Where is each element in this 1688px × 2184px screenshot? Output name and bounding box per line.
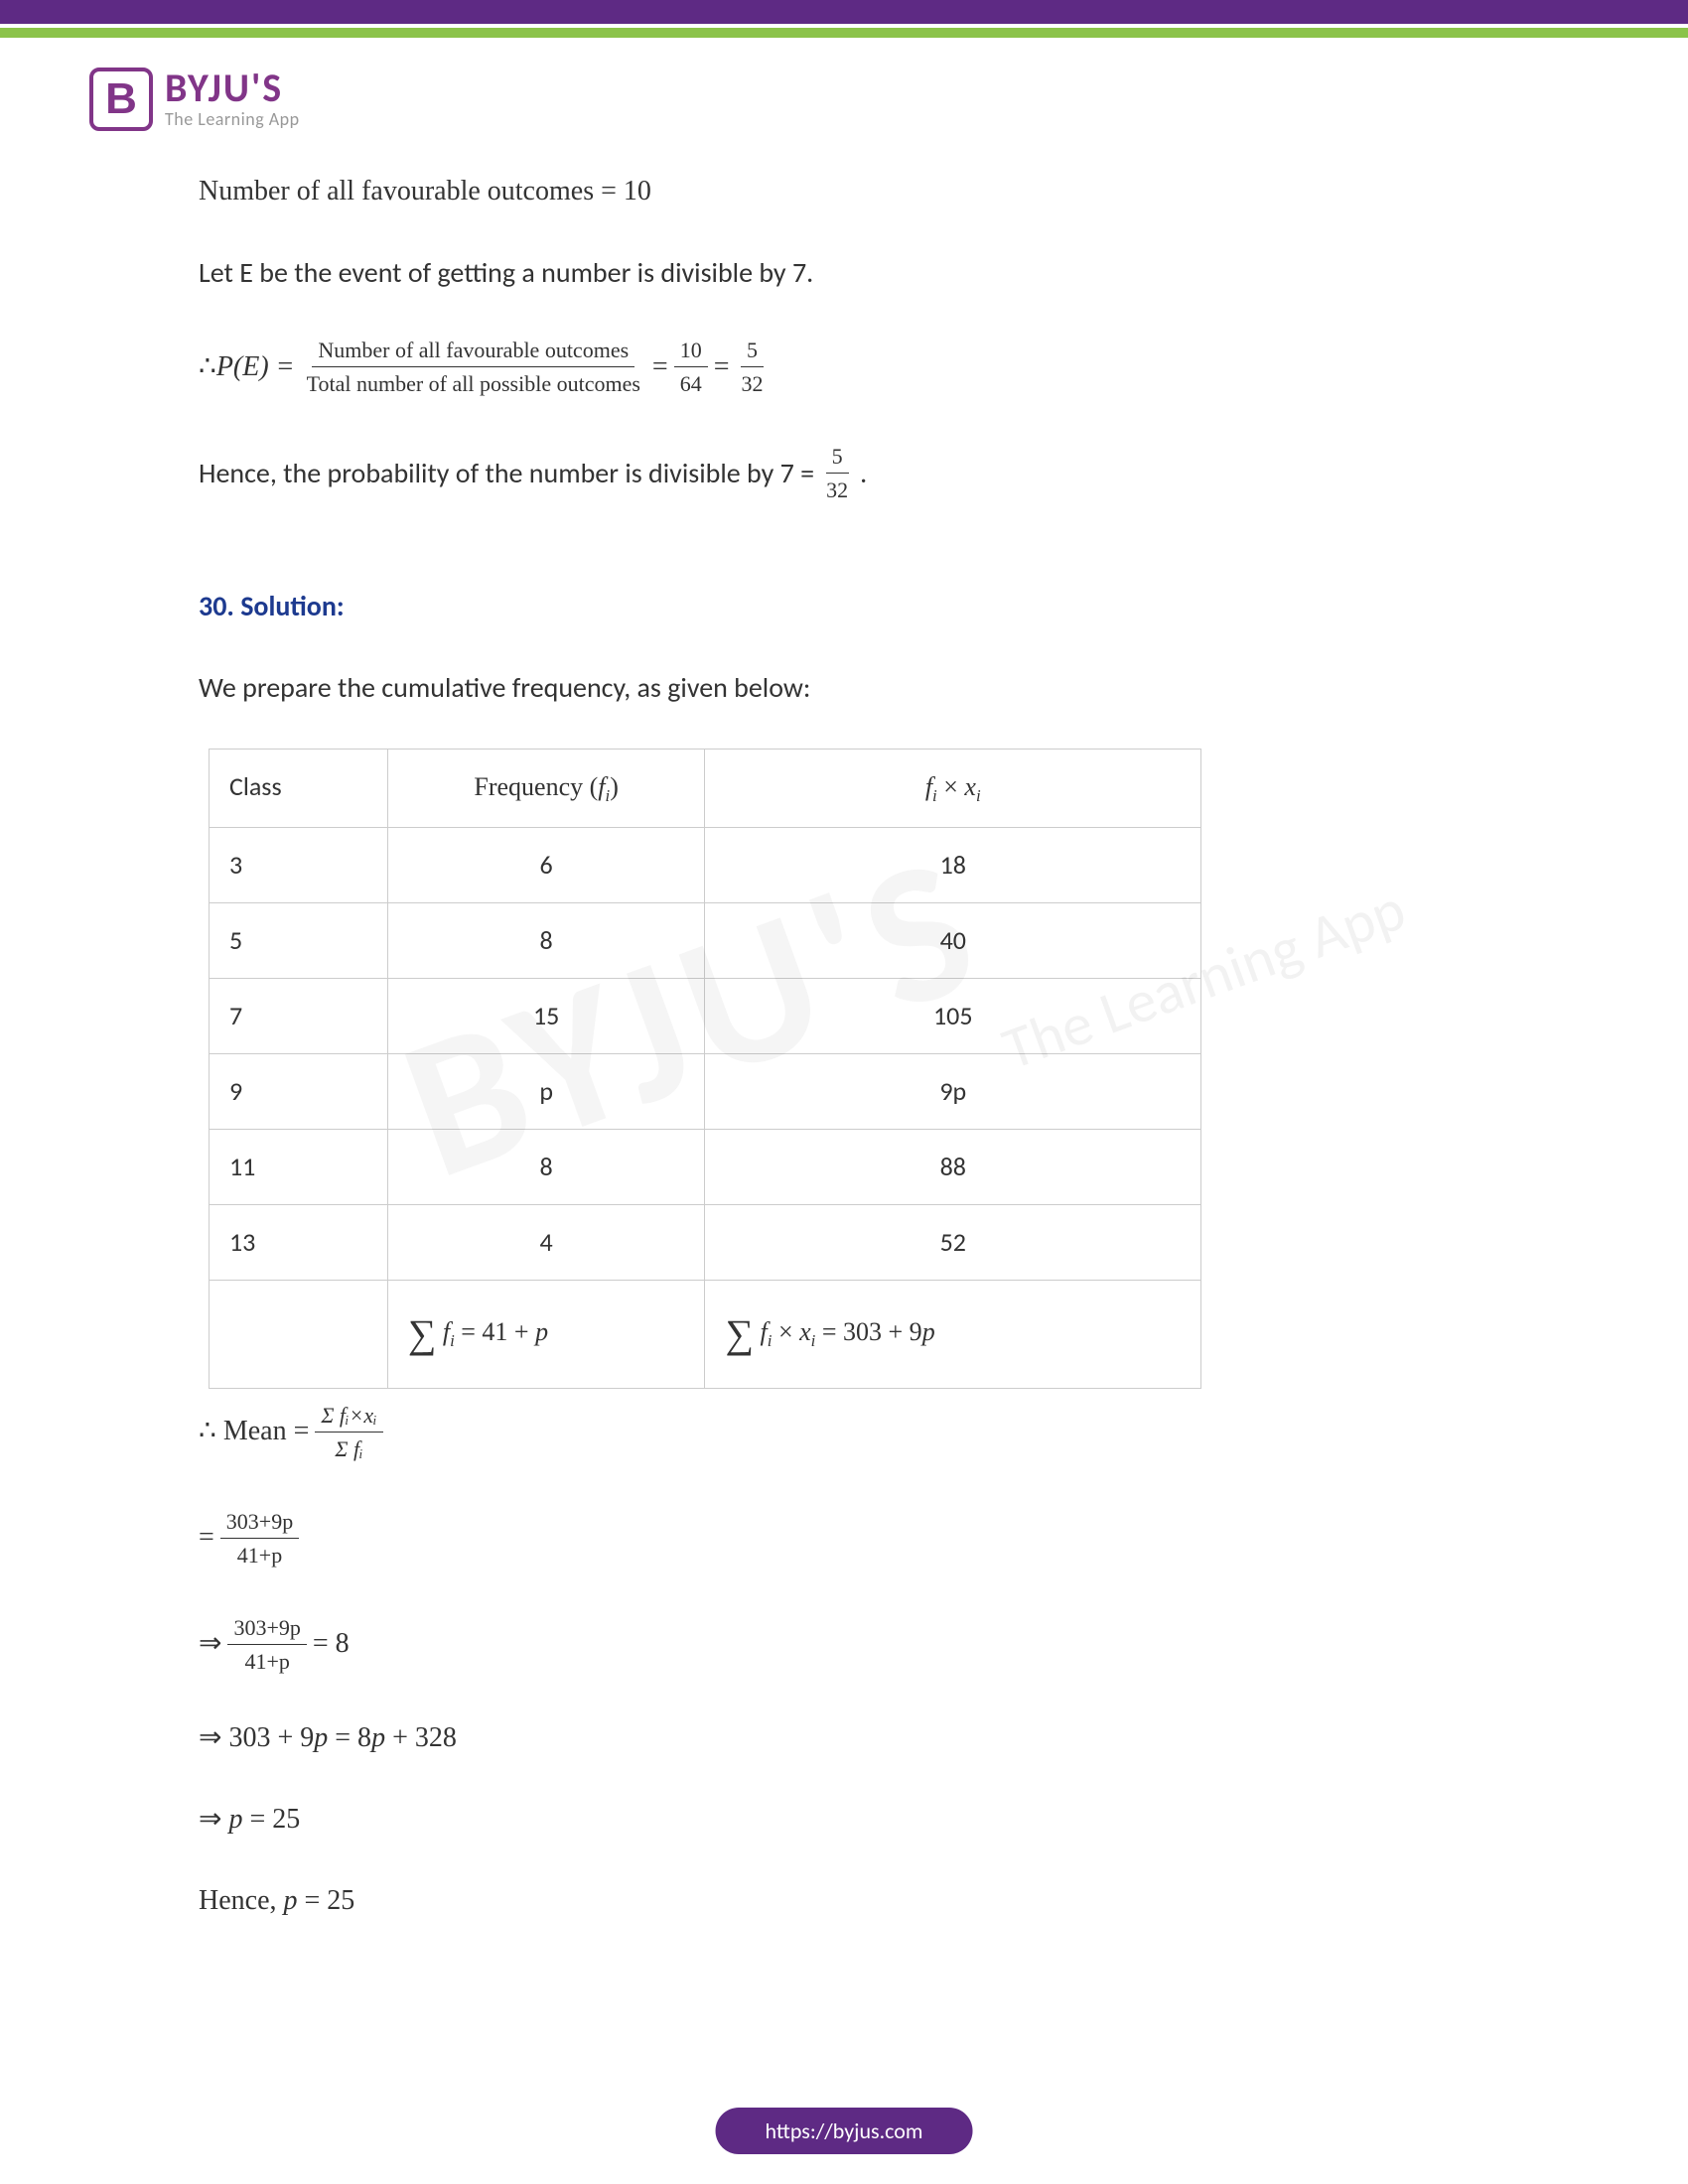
cell: 9 [210, 1053, 388, 1129]
table-row: 9p9p [210, 1053, 1201, 1129]
cell: p [387, 1053, 705, 1129]
f2-den: 32 [736, 367, 770, 400]
f1-num: 10 [674, 334, 708, 367]
step2-den: 41+p [238, 1645, 295, 1678]
step1-den: 41+p [231, 1539, 288, 1571]
mean-formula: ∴ Mean = Σ fᵢ×xᵢ Σ fᵢ [199, 1399, 1489, 1465]
col-class: Class [210, 750, 388, 828]
cell: 9p [705, 1053, 1201, 1129]
cell: 88 [705, 1129, 1201, 1204]
fav-outcomes-line: Number of all favourable outcomes = 10 [199, 171, 1489, 212]
pe-lhs: P(E) = [216, 346, 295, 388]
frac-5-32: 5 32 [736, 334, 770, 400]
cell-empty [210, 1280, 388, 1388]
frequency-table: Class Frequency (fi) fi × xi 3618 5840 7… [209, 749, 1201, 1389]
table-row: 5840 [210, 902, 1201, 978]
col-fx: fi × xi [705, 750, 1201, 828]
mean-den: Σ fᵢ [329, 1433, 368, 1465]
top-purple-bar [0, 0, 1688, 24]
solution-30-heading: 30. Solution: [199, 586, 1489, 627]
cell: 13 [210, 1204, 388, 1280]
step2-num: 303+9p [227, 1611, 306, 1645]
cell: 7 [210, 978, 388, 1053]
cell: 6 [387, 827, 705, 902]
cell: 15 [387, 978, 705, 1053]
f2-num: 5 [741, 334, 764, 367]
frac-num: Number of all favourable outcomes [312, 334, 634, 367]
logo-sub-text: The Learning App [165, 108, 300, 130]
step5: Hence, p = 25 [199, 1880, 1489, 1922]
event-definition: Let E be the event of getting a number i… [199, 252, 1489, 294]
step1-num: 303+9p [220, 1505, 299, 1539]
logo-icon: B [89, 68, 153, 131]
cell: 5 [210, 902, 388, 978]
col-freq: Frequency (fi) [387, 750, 705, 828]
cell: 8 [387, 1129, 705, 1204]
mean-num: Σ fᵢ×xᵢ [315, 1399, 382, 1433]
step1-frac: 303+9p 41+p [220, 1505, 299, 1571]
cell: 8 [387, 902, 705, 978]
cell: 105 [705, 978, 1201, 1053]
logo: B BYJU'S The Learning App [89, 68, 1688, 131]
step1-eq: = [199, 1517, 214, 1559]
document-body: Number of all favourable outcomes = 10 L… [0, 131, 1688, 1922]
table-total-row: ∑ fi = 41 + p ∑ fi × xi = 303 + 9p [210, 1280, 1201, 1388]
table-header-row: Class Frequency (fi) fi × xi [210, 750, 1201, 828]
f3-num: 5 [826, 440, 849, 474]
step2-rhs: = 8 [313, 1623, 350, 1665]
cell: 3 [210, 827, 388, 902]
conclusion-pre: Hence, the probability of the number is … [199, 453, 814, 494]
equals-1: = [652, 346, 668, 388]
table-row: 3618 [210, 827, 1201, 902]
conclusion-line: Hence, the probability of the number is … [199, 440, 1489, 506]
conclusion-post: . [860, 453, 867, 494]
step1: = 303+9p 41+p [199, 1505, 1489, 1571]
prob-fraction-words: Number of all favourable outcomes Total … [301, 334, 646, 400]
step2-imp: ⇒ [199, 1623, 221, 1665]
step3: ⇒ 303 + 9p = 8p + 328 [199, 1717, 1489, 1759]
logo-main-text: BYJU'S [165, 68, 300, 108]
frac-5-32-b: 5 32 [820, 440, 854, 506]
mean-frac: Σ fᵢ×xᵢ Σ fᵢ [315, 1399, 382, 1465]
equals-2: = [714, 346, 730, 388]
cell: 40 [705, 902, 1201, 978]
cell: 18 [705, 827, 1201, 902]
mean-lhs: ∴ Mean = [199, 1411, 309, 1452]
cell: 4 [387, 1204, 705, 1280]
cumfreq-intro: We prepare the cumulative frequency, as … [199, 667, 1489, 709]
step2-frac: 303+9p 41+p [227, 1611, 306, 1678]
table-row: 11888 [210, 1129, 1201, 1204]
cell: 52 [705, 1204, 1201, 1280]
table-row: 715105 [210, 978, 1201, 1053]
therefore-symbol: ∴ [199, 346, 216, 388]
frac-den: Total number of all possible outcomes [301, 367, 646, 400]
table-row: 13452 [210, 1204, 1201, 1280]
step2: ⇒ 303+9p 41+p = 8 [199, 1611, 1489, 1678]
cell: 11 [210, 1129, 388, 1204]
logo-letter: B [105, 74, 137, 124]
step4: ⇒ p = 25 [199, 1799, 1489, 1841]
footer-url[interactable]: https://byjus.com [716, 2108, 973, 2154]
probability-formula: ∴ P(E) = Number of all favourable outcom… [199, 334, 1489, 400]
f1-den: 64 [674, 367, 708, 400]
f3-den: 32 [820, 474, 854, 506]
sum-fx-cell: ∑ fi × xi = 303 + 9p [705, 1280, 1201, 1388]
frac-10-64: 10 64 [674, 334, 708, 400]
green-accent-bar [0, 28, 1688, 38]
sum-fi-cell: ∑ fi = 41 + p [387, 1280, 705, 1388]
